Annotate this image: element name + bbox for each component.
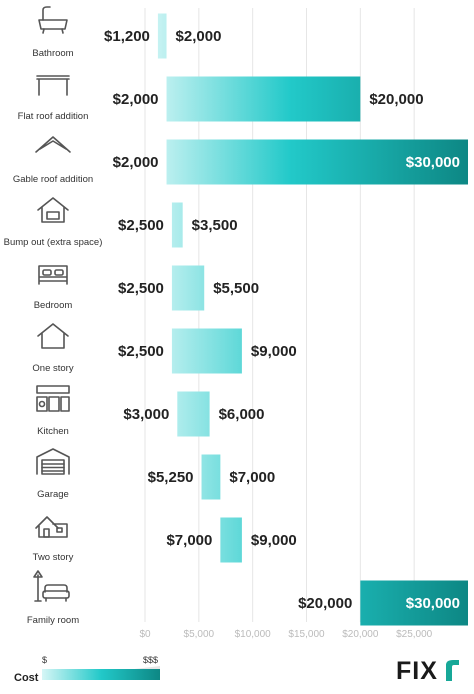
x-tick-label: $0 xyxy=(139,629,151,640)
row-kitchen: Kitchen $3,000 $6,000 xyxy=(36,385,265,437)
range-bar xyxy=(171,202,183,248)
high-value-label: $9,000 xyxy=(251,343,297,360)
x-tick-label: $5,000 xyxy=(184,629,215,640)
range-bar xyxy=(166,139,469,185)
row-flat-roof-addition: Flat roof addition $2,000 $20,000 xyxy=(18,75,424,122)
high-value-label: $9,000 xyxy=(251,532,297,549)
range-bar xyxy=(360,580,468,626)
low-value-label: $2,500 xyxy=(118,343,164,360)
range-bar xyxy=(171,328,242,374)
low-value-label: $3,000 xyxy=(123,406,169,423)
range-bar xyxy=(201,454,221,500)
range-bar xyxy=(171,265,205,311)
category-label: One story xyxy=(32,363,73,374)
row-garage: Garage $5,250 $7,000 xyxy=(36,448,275,500)
bump-out-house-icon xyxy=(37,197,69,223)
row-bump-out-extra-space: Bump out (extra space) $2,500 $3,500 xyxy=(4,197,238,248)
svg-text:FIX: FIX xyxy=(396,657,438,683)
sofa-lamp-icon xyxy=(33,570,70,602)
x-tick-label: $10,000 xyxy=(235,629,272,640)
low-value-label: $2,500 xyxy=(118,217,164,234)
legend-title: Cost xyxy=(14,672,39,684)
flat-roof-icon xyxy=(36,75,70,96)
high-value-label: $30,000 xyxy=(406,595,460,612)
high-value-label: $20,000 xyxy=(369,91,423,108)
category-label: Two story xyxy=(33,552,74,563)
category-label: Bump out (extra space) xyxy=(4,237,103,248)
low-value-label: $2,000 xyxy=(113,154,159,171)
high-value-label: $30,000 xyxy=(406,154,460,171)
high-value-label: $7,000 xyxy=(229,469,275,486)
garage-icon xyxy=(36,448,70,475)
category-rows: Bathroom $1,200 $2,000 Flat roof addition $2… xyxy=(4,6,469,626)
high-value-label: $2,000 xyxy=(176,28,222,45)
low-value-label: $7,000 xyxy=(166,532,212,549)
category-label: Bedroom xyxy=(34,300,73,311)
row-bedroom: Bedroom $2,500 $5,500 xyxy=(34,265,259,311)
row-bathroom: Bathroom $1,200 $2,000 xyxy=(32,6,222,59)
high-value-label: $3,500 xyxy=(192,217,238,234)
range-bar xyxy=(220,517,242,563)
low-value-label: $2,000 xyxy=(113,91,159,108)
category-label: Family room xyxy=(27,615,79,626)
legend-cost-gradient xyxy=(42,666,160,680)
row-gable-roof-addition: Gable roof addition $2,000 $30,000 xyxy=(13,136,469,185)
fixr-logo: FIX xyxy=(396,657,459,683)
x-tick-label: $20,000 xyxy=(342,629,379,640)
low-value-label: $20,000 xyxy=(298,595,352,612)
category-label: Flat roof addition xyxy=(18,111,89,122)
bathtub-icon xyxy=(38,6,68,34)
legend-low-label: $ xyxy=(42,655,48,665)
range-bar xyxy=(177,391,210,437)
row-one-story: One story $2,500 $9,000 xyxy=(32,323,297,374)
x-axis-ticks: $0 $5,000 $10,000 $15,000 $20,000 $25,000 xyxy=(139,629,432,640)
low-value-label: $5,250 xyxy=(148,469,194,486)
row-two-story: Two story $7,000 $9,000 xyxy=(33,516,297,563)
bed-icon xyxy=(38,265,68,285)
x-tick-label: $15,000 xyxy=(288,629,325,640)
kitchen-icon xyxy=(36,385,70,412)
high-value-label: $5,500 xyxy=(213,280,259,297)
house-icon xyxy=(37,323,69,349)
x-tick-label: $25,000 xyxy=(396,629,433,640)
category-label: Kitchen xyxy=(37,426,69,437)
low-value-label: $2,500 xyxy=(118,280,164,297)
low-value-label: $1,200 xyxy=(104,28,150,45)
legend-high-label: $$$ xyxy=(143,655,159,665)
two-story-house-icon xyxy=(35,516,68,538)
range-bar xyxy=(166,76,361,122)
range-bar xyxy=(157,13,167,59)
category-label: Gable roof addition xyxy=(13,174,93,185)
gable-roof-icon xyxy=(35,136,71,153)
high-value-label: $6,000 xyxy=(219,406,265,423)
row-family-room: Family room $20,000 $30,000 xyxy=(27,570,468,626)
category-label: Bathroom xyxy=(32,48,73,59)
category-label: Garage xyxy=(37,489,69,500)
